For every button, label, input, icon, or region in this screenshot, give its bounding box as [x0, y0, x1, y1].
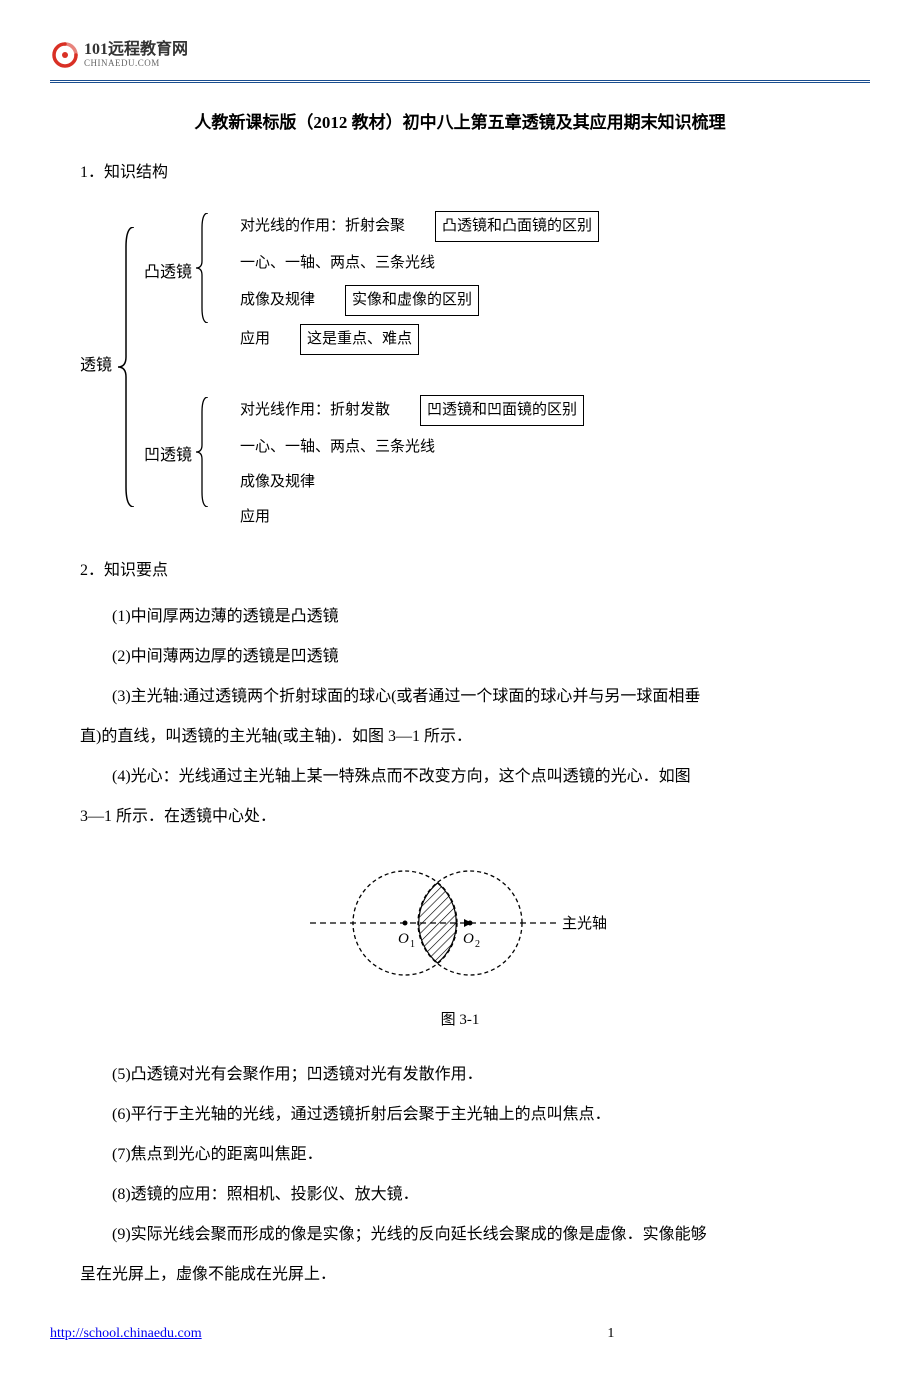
section2-heading: 2．知识要点	[80, 557, 870, 586]
point-4b: 3—1 所示．在透镜中心处．	[80, 801, 840, 833]
branch1-label: 凸透镜	[144, 259, 192, 288]
branch1-items: 对光线的作用：折射会聚 凸透镜和凸面镜的区别 一心、一轴、两点、三条光线 成像及…	[240, 207, 599, 359]
page-number: 1	[607, 1321, 614, 1346]
point-3b: 直)的直线，叫透镜的主光轴(或主轴)．如图 3—1 所示．	[80, 721, 840, 753]
document-title: 人教新课标版（2012 教材）初中八上第五章透镜及其应用期末知识梳理	[50, 108, 870, 139]
figure-3-1: O 1 O 2 主光轴 图 3-1	[50, 858, 870, 1034]
header: 101远程教育网 CHINAEDU.COM	[50, 40, 870, 70]
footer-link[interactable]: http://school.chinaedu.com	[50, 1321, 202, 1346]
knowledge-structure: 透镜 凸透镜 对光线的作用：折射会聚 凸透镜和凸面镜的区别 一心、一轴、两点、三…	[80, 207, 870, 527]
leaf-text: 对光线作用：折射发散	[240, 397, 390, 424]
leaf-item: 成像及规律 实像和虚像的区别	[240, 281, 599, 320]
branch2-items: 对光线作用：折射发散 凹透镜和凹面镜的区别 一心、一轴、两点、三条光线 成像及规…	[240, 391, 584, 535]
point-4a: (4)光心：光线通过主光轴上某一特殊点而不改变方向，这个点叫透镜的光心．如图	[80, 761, 840, 793]
tree-root: 透镜	[80, 352, 112, 381]
point-3a: (3)主光轴:通过透镜两个折射球面的球心(或者通过一个球面的球心并与另一球面相垂	[80, 681, 840, 713]
leaf-item: 一心、一轴、两点、三条光线	[240, 246, 599, 281]
logo-icon	[50, 40, 80, 70]
point-7: (7)焦点到光心的距离叫焦距．	[80, 1139, 840, 1171]
leaf-box: 实像和虚像的区别	[345, 285, 479, 316]
point-8: (8)透镜的应用：照相机、投影仪、放大镜．	[80, 1179, 840, 1211]
leaf-item: 成像及规律	[240, 465, 584, 500]
logo: 101远程教育网 CHINAEDU.COM	[50, 40, 188, 70]
leaf-text: 应用	[240, 326, 270, 353]
point-9b: 呈在光屏上，虚像不能成在光屏上．	[80, 1259, 840, 1291]
content-block: (1)中间厚两边薄的透镜是凸透镜 (2)中间薄两边厚的透镜是凹透镜 (3)主光轴…	[80, 601, 840, 833]
point-2: (2)中间薄两边厚的透镜是凹透镜	[80, 641, 840, 673]
footer: http://school.chinaedu.com 1	[50, 1321, 870, 1346]
leaf-item: 对光线的作用：折射会聚 凸透镜和凸面镜的区别	[240, 207, 599, 246]
point-6: (6)平行于主光轴的光线，通过透镜折射后会聚于主光轴上的点叫焦点．	[80, 1099, 840, 1131]
leaf-text: 一心、一轴、两点、三条光线	[240, 250, 435, 277]
branch2-brace	[196, 397, 210, 507]
lens-diagram: O 1 O 2 主光轴	[300, 858, 620, 988]
leaf-text: 成像及规律	[240, 287, 315, 314]
logo-main-text: 101远程教育网	[84, 41, 188, 59]
svg-text:1: 1	[410, 939, 415, 950]
content-block-2: (5)凸透镜对光有会聚作用；凹透镜对光有发散作用． (6)平行于主光轴的光线，通…	[80, 1059, 840, 1291]
branch2-label: 凹透镜	[144, 442, 192, 471]
section1-heading: 1．知识结构	[80, 159, 870, 188]
point-9a: (9)实际光线会聚而形成的像是实像；光线的反向延长线会聚成的像是虚像．实像能够	[80, 1219, 840, 1251]
leaf-box: 凹透镜和凹面镜的区别	[420, 395, 584, 426]
leaf-box: 凸透镜和凸面镜的区别	[435, 211, 599, 242]
leaf-text: 一心、一轴、两点、三条光线	[240, 434, 435, 461]
svg-text:O: O	[398, 931, 409, 947]
leaf-text: 对光线的作用：折射会聚	[240, 213, 405, 240]
leaf-item: 对光线作用：折射发散 凹透镜和凹面镜的区别	[240, 391, 584, 430]
svg-text:2: 2	[475, 939, 480, 950]
header-divider	[50, 80, 870, 83]
leaf-text: 成像及规律	[240, 469, 315, 496]
svg-text:O: O	[463, 931, 474, 947]
leaf-item: 应用	[240, 500, 584, 535]
branch1-brace	[196, 213, 210, 323]
leaf-item: 应用 这是重点、难点	[240, 320, 599, 359]
svg-text:主光轴: 主光轴	[562, 915, 607, 932]
leaf-text: 应用	[240, 504, 270, 531]
logo-sub-text: CHINAEDU.COM	[84, 59, 188, 69]
figure-caption: 图 3-1	[50, 1007, 870, 1034]
point-5: (5)凸透镜对光有会聚作用；凹透镜对光有发散作用．	[80, 1059, 840, 1091]
point-1: (1)中间厚两边薄的透镜是凸透镜	[80, 601, 840, 633]
logo-text: 101远程教育网 CHINAEDU.COM	[84, 41, 188, 68]
leaf-item: 一心、一轴、两点、三条光线	[240, 430, 584, 465]
leaf-box: 这是重点、难点	[300, 324, 419, 355]
main-brace	[118, 227, 136, 507]
